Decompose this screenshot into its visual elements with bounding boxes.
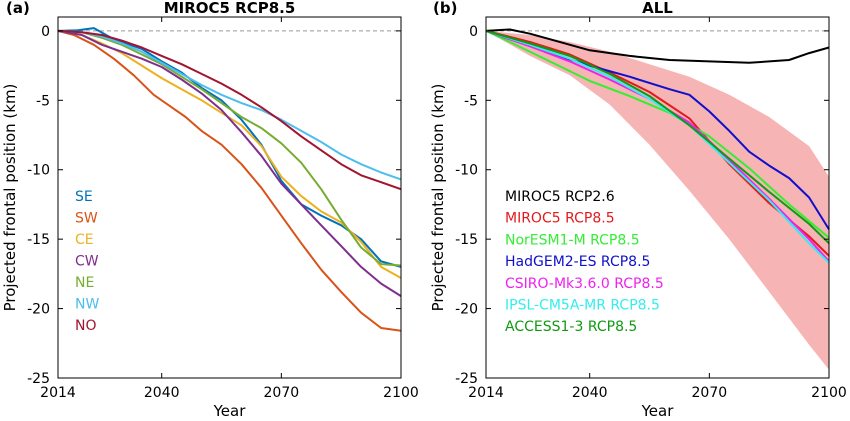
uncertainty-band xyxy=(486,30,829,370)
legend-entry: NE xyxy=(75,275,94,291)
x-tick-label: 2100 xyxy=(811,385,847,401)
x-tick-label: 2100 xyxy=(383,385,419,401)
y-tick-label: 0 xyxy=(41,24,50,40)
series-line-7 xyxy=(57,29,402,191)
legend-entry: CE xyxy=(75,232,94,248)
series-line-7 xyxy=(485,29,830,245)
y-tick-label: -20 xyxy=(27,302,50,318)
legend-entry: IPSL-CM5A-MR RCP8.5 xyxy=(505,298,660,314)
series-line-6 xyxy=(57,29,402,181)
legend-entry: NW xyxy=(75,297,99,313)
legend-entry: MIROC5 RCP8.5 xyxy=(505,211,615,227)
legend-entry: CSIRO-Mk3.6.0 RCP8.5 xyxy=(505,276,664,292)
series-line-3 xyxy=(485,29,830,239)
chart-panel-2: 2014 2040 2070 2100 0 -5 -10 -15 -20 -25 Year Proje… xyxy=(429,0,847,420)
chart-title: ALL xyxy=(642,0,673,17)
chart-panel-1: 2014 2040 2070 2100 0 -5 -10 -15 -20 -25 Year Proje… xyxy=(1,0,419,420)
legend-entry: MIROC5 RCP2.6 xyxy=(505,189,615,205)
series-line-2 xyxy=(57,29,402,332)
legend-entry: HadGEM2-ES RCP8.5 xyxy=(505,254,650,270)
y-tick-label: -15 xyxy=(455,232,478,248)
y-axis-label: Projected frontal position (km) xyxy=(1,84,19,312)
series-line-4 xyxy=(485,29,830,230)
panel-label: (b) xyxy=(433,0,457,17)
series-line-5 xyxy=(57,29,402,267)
axes-frame xyxy=(485,16,830,379)
y-tick-label: -25 xyxy=(455,371,478,387)
y-tick-label: -10 xyxy=(455,163,478,179)
x-tick-label: 2070 xyxy=(692,385,728,401)
panel-label: (a) xyxy=(6,0,30,17)
legend-entry: ACCESS1-3 RCP8.5 xyxy=(505,319,637,335)
x-axis-label: Year xyxy=(213,402,247,420)
x-tick-label: 2014 xyxy=(468,385,504,401)
axes-frame xyxy=(57,16,402,379)
legend-entry: SW xyxy=(75,211,98,227)
chart-title: MIROC5 RCP8.5 xyxy=(164,0,296,17)
y-tick-label: -10 xyxy=(27,163,50,179)
y-tick-label: -5 xyxy=(464,93,478,109)
legend-entry: SE xyxy=(75,189,93,205)
y-tick-label: -25 xyxy=(27,371,50,387)
y-axis-label: Projected frontal position (km) xyxy=(429,84,447,312)
series-line-3 xyxy=(57,29,402,279)
y-tick-label: -5 xyxy=(36,93,50,109)
y-tick-label: -20 xyxy=(455,302,478,318)
x-tick-label: 2040 xyxy=(572,385,608,401)
legend-entry: CW xyxy=(75,254,99,270)
legend-entry: NO xyxy=(75,318,97,334)
series-line-4 xyxy=(57,29,402,297)
x-tick-label: 2014 xyxy=(40,385,76,401)
x-axis-label: Year xyxy=(641,402,675,420)
y-tick-label: -15 xyxy=(27,232,50,248)
legend-entry: NorESM1-M RCP8.5 xyxy=(505,232,640,248)
series-line-1 xyxy=(485,28,830,64)
y-tick-label: 0 xyxy=(469,24,478,40)
series-line-6 xyxy=(485,29,830,264)
x-tick-label: 2070 xyxy=(264,385,300,401)
x-tick-label: 2040 xyxy=(144,385,180,401)
